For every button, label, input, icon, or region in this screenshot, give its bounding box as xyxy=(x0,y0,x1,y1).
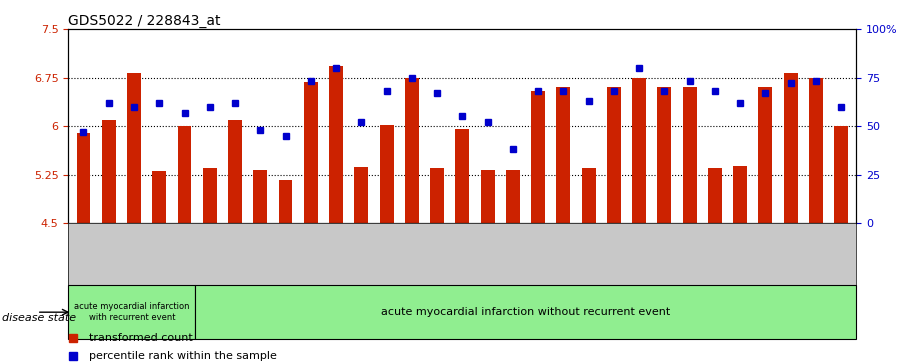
Text: acute myocardial infarction without recurrent event: acute myocardial infarction without recu… xyxy=(382,307,670,317)
Text: percentile rank within the sample: percentile rank within the sample xyxy=(88,351,277,361)
Bar xyxy=(708,168,722,223)
Bar xyxy=(304,82,318,223)
Bar xyxy=(834,126,848,223)
Bar xyxy=(77,132,90,223)
Bar xyxy=(759,87,773,223)
Text: disease state: disease state xyxy=(2,313,76,323)
Text: acute myocardial infarction
with recurrent event: acute myocardial infarction with recurre… xyxy=(74,302,189,322)
Text: transformed count: transformed count xyxy=(88,333,192,343)
Bar xyxy=(658,87,671,223)
Bar xyxy=(481,170,495,223)
Text: GDS5022 / 228843_at: GDS5022 / 228843_at xyxy=(68,14,220,28)
Bar xyxy=(178,126,191,223)
Bar xyxy=(279,180,292,223)
Bar xyxy=(557,87,570,223)
Bar xyxy=(203,168,217,223)
Bar xyxy=(68,285,196,339)
Bar xyxy=(102,120,116,223)
Bar xyxy=(380,125,394,223)
Bar xyxy=(733,166,747,223)
Bar xyxy=(531,90,545,223)
Bar xyxy=(196,285,856,339)
Bar xyxy=(404,78,419,223)
Bar xyxy=(506,170,520,223)
Bar xyxy=(581,168,596,223)
Bar xyxy=(329,66,343,223)
Bar xyxy=(809,78,823,223)
Bar xyxy=(783,73,798,223)
Bar xyxy=(456,129,469,223)
Bar xyxy=(430,168,444,223)
Bar xyxy=(152,171,166,223)
Bar xyxy=(354,167,368,223)
Bar xyxy=(632,78,646,223)
Bar xyxy=(682,87,697,223)
Bar xyxy=(127,73,141,223)
Bar xyxy=(607,87,620,223)
Bar xyxy=(228,120,242,223)
Bar xyxy=(253,170,267,223)
